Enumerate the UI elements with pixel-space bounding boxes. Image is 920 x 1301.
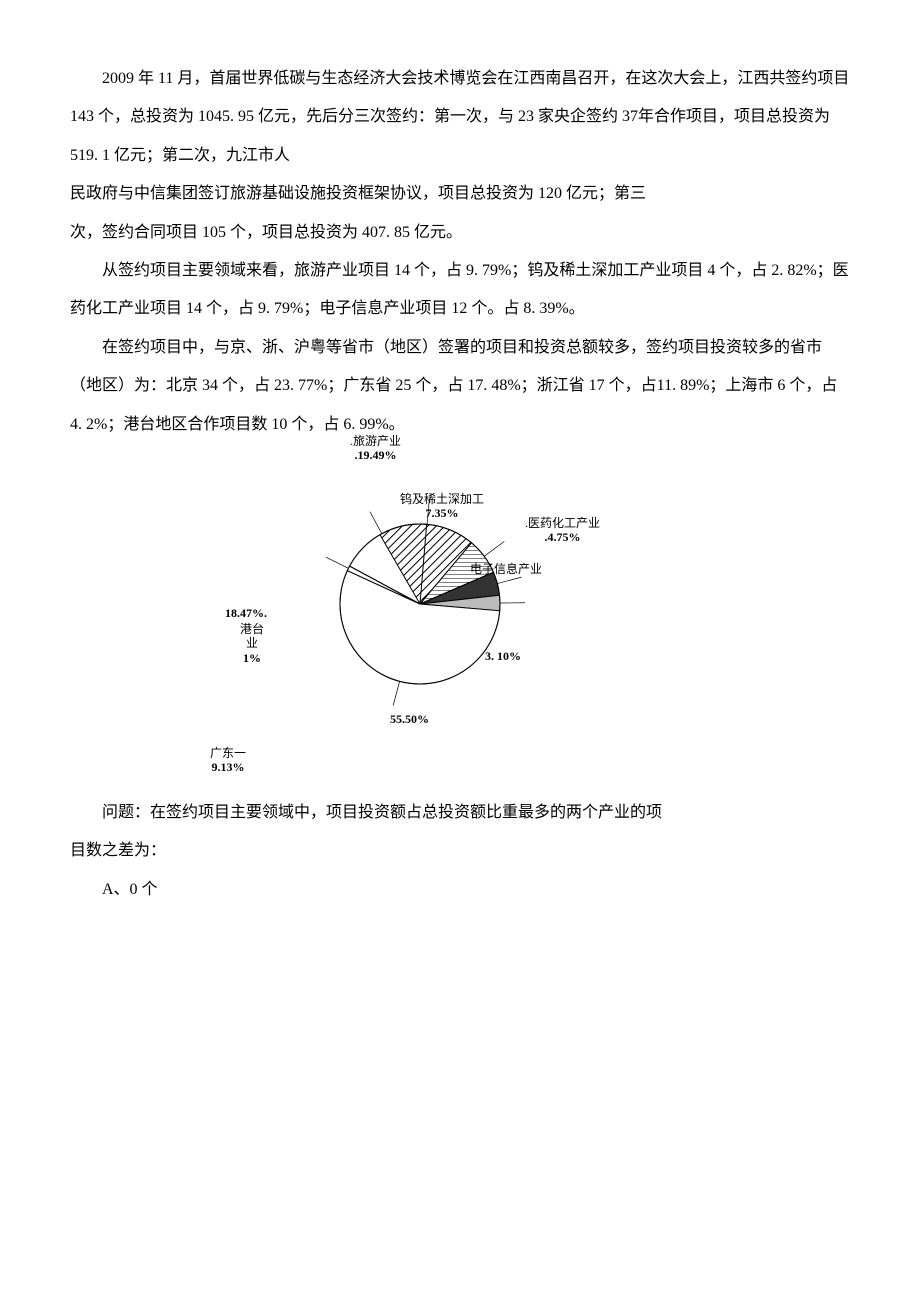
paragraph-1: 2009 年 11 月，首届世界低碳与生态经济大会技术博览会在江西南昌召开，在这… xyxy=(70,60,850,175)
question-text-cont: 目数之差为： xyxy=(70,832,850,870)
chart-label: 港台业1% xyxy=(240,622,264,665)
chart-label: 电子信息产业 xyxy=(470,562,542,576)
chart-label: 3. 10% xyxy=(485,649,521,663)
paragraph-4: 从签约项目主要领域来看，旅游产业项目 14 个，占 9. 79%；钨及稀土深加工… xyxy=(70,252,850,329)
chart-label: 钨及稀土深加工7.35% xyxy=(400,492,484,521)
chart-label: 18.47%. xyxy=(225,606,267,620)
paragraph-2: 民政府与中信集团签订旅游基础设施投资框架协议，项目总投资为 120 亿元；第三 xyxy=(70,175,850,213)
chart-label: 广东一9.13% xyxy=(210,746,246,775)
question-text: 问题：在签约项目主要领域中，项目投资额占总投资额比重最多的两个产业的项 xyxy=(70,794,850,832)
option-a: A、0 个 xyxy=(70,871,850,909)
paragraph-3: 次，签约合同项目 105 个，项目总投资为 407. 85 亿元。 xyxy=(70,214,850,252)
chart-label: .医药化工产业.4.75% xyxy=(525,516,600,545)
chart-label: .旅游产业.19.49% xyxy=(350,434,401,463)
paragraph-5: 在签约项目中，与京、浙、沪粤等省市（地区）签署的项目和投资总额较多，签约项目投资… xyxy=(70,329,850,444)
chart-label: 55.50% xyxy=(390,712,429,726)
pie-chart: .旅游产业.19.49%钨及稀土深加工7.35%.医药化工产业.4.75%电子信… xyxy=(270,454,670,784)
